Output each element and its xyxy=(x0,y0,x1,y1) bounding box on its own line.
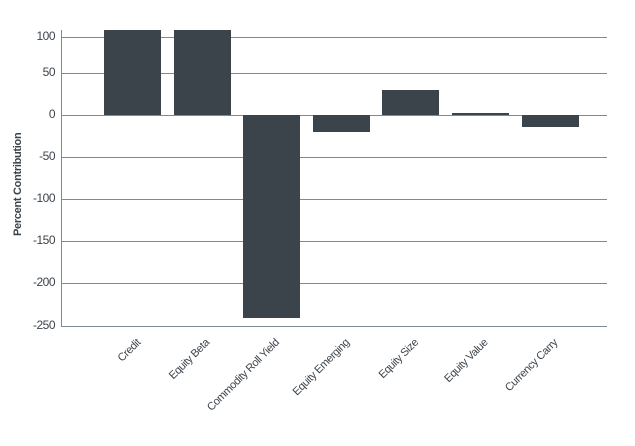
y-tick-label: -150 xyxy=(32,233,56,248)
y-tick-label: -250 xyxy=(32,318,56,332)
gridline xyxy=(61,157,607,158)
x-tick-label: Equity Size xyxy=(376,336,422,382)
y-tick-label: -200 xyxy=(32,275,56,290)
bar-equity-emerging xyxy=(312,115,370,133)
gridline xyxy=(61,326,607,327)
bar-equity-size xyxy=(382,90,440,116)
y-tick-label: 100 xyxy=(36,29,55,44)
x-tick-label: Equity Value xyxy=(442,336,491,385)
y-axis-title: Percent Contribution xyxy=(12,132,24,236)
gridline xyxy=(61,199,607,200)
x-tick-label: Commodity Roll Yield xyxy=(205,336,282,414)
gridline xyxy=(61,37,607,38)
bar-currency-carry xyxy=(521,115,579,128)
bar-credit xyxy=(104,30,161,116)
x-tick-label: Equity Beta xyxy=(167,336,213,382)
gridline xyxy=(61,283,607,284)
y-tick-label: 0 xyxy=(48,107,56,122)
y-tick-label: -50 xyxy=(39,149,55,164)
y-tick-label: 50 xyxy=(42,65,56,80)
y-tick-label: -100 xyxy=(32,191,56,206)
bar-equity-beta xyxy=(173,30,231,116)
bar-commodity-roll-yield xyxy=(243,115,301,318)
gridline xyxy=(61,241,607,242)
gridline xyxy=(61,73,607,74)
x-tick-label: Equity Emerging xyxy=(290,336,352,399)
bar-equity-value xyxy=(452,112,509,116)
y-axis-line xyxy=(61,30,62,327)
x-tick-label: Currency Carry xyxy=(503,336,561,395)
x-tick-label: Credit xyxy=(115,336,143,365)
